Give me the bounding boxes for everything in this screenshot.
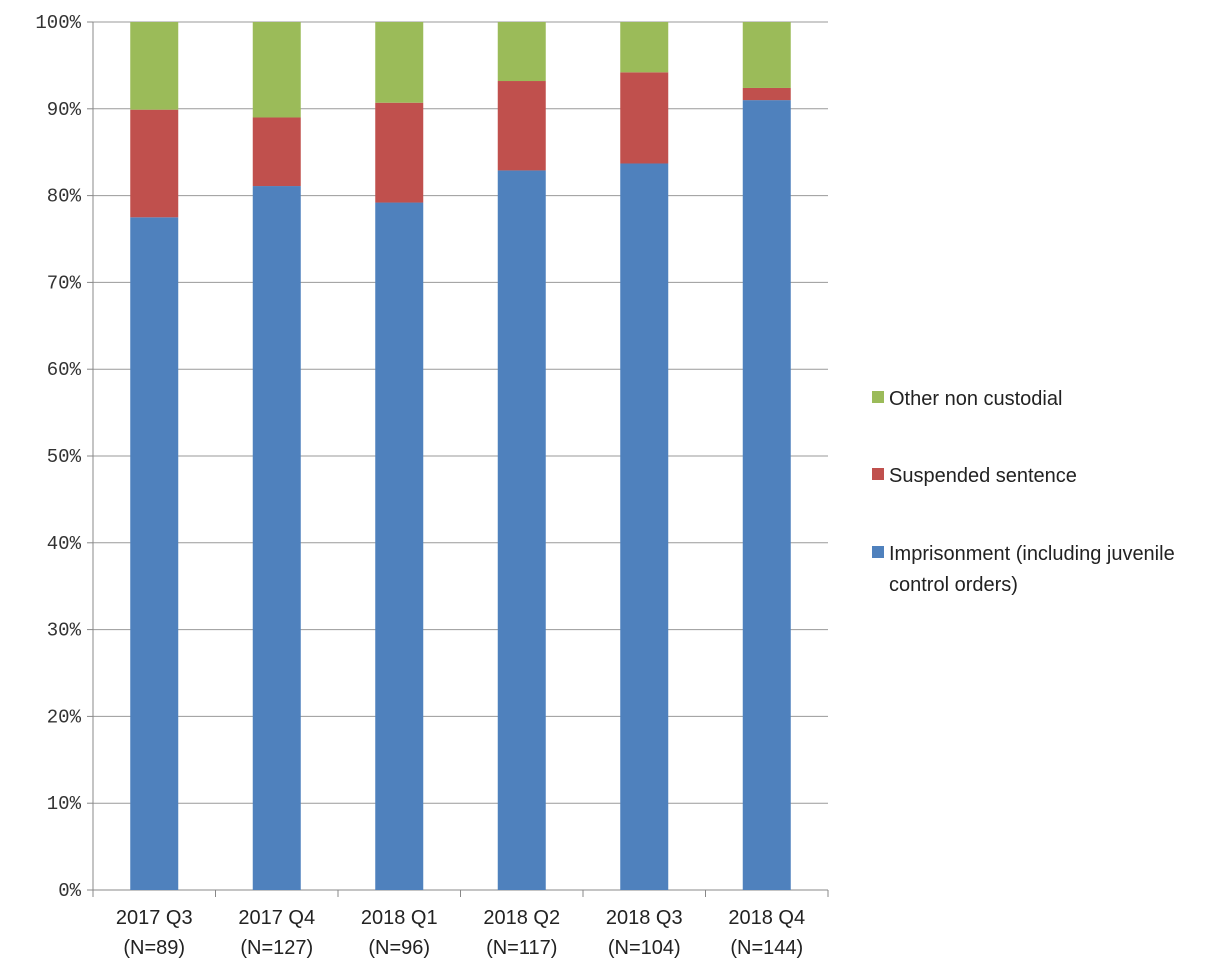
y-tick-label: 70% (47, 272, 82, 294)
x-tick-label: 2017 Q4 (238, 907, 315, 929)
bar-segment (130, 109, 179, 218)
legend-label: Other non custodial (889, 388, 1062, 410)
y-tick-label: 60% (47, 359, 82, 381)
bars (130, 22, 791, 891)
bar-segment (252, 22, 301, 118)
legend-label: control orders) (889, 574, 1018, 596)
bar-segment (742, 87, 791, 101)
bar-segment (252, 117, 301, 187)
x-tick-label: (N=127) (240, 937, 313, 959)
y-tick-label: 30% (47, 620, 82, 642)
legend: Other non custodial Suspended sentence Imp… (872, 388, 1175, 596)
bar-segment (497, 22, 546, 82)
bar-segment (252, 186, 301, 890)
gridlines (93, 21, 828, 804)
legend-swatch (872, 391, 884, 403)
bar-segment (742, 100, 791, 891)
y-tick-label: 90% (47, 99, 82, 121)
bar-segment (742, 22, 791, 88)
bar-segment (620, 163, 669, 890)
x-tick-label: 2018 Q2 (483, 907, 560, 929)
x-tick-label: 2018 Q3 (606, 907, 683, 929)
legend-swatch (872, 468, 884, 480)
legend-label: Imprisonment (including juvenile (889, 543, 1175, 565)
x-tick-label: (N=117) (486, 937, 557, 959)
y-tick-label: 50% (47, 446, 82, 468)
bar-segment (375, 202, 424, 890)
axes (87, 21, 829, 897)
y-axis-tick-labels: 0% 10% 20% 30% 40% 50% 60% 70% 80% 90% 100% (35, 12, 81, 902)
x-tick-label: (N=104) (608, 937, 681, 959)
x-tick-label: 2018 Q4 (728, 907, 805, 929)
legend-label: Suspended sentence (889, 465, 1077, 487)
y-tick-label: 0% (58, 880, 81, 902)
bar-segment (130, 22, 179, 110)
x-tick-label: (N=96) (368, 937, 430, 959)
x-tick-label: (N=144) (730, 937, 803, 959)
x-tick-label: 2018 Q1 (361, 907, 438, 929)
bar-segment (497, 170, 546, 891)
legend-swatch (872, 546, 884, 558)
bar-segment (620, 72, 669, 164)
bar-segment (497, 81, 546, 171)
x-axis-tick-labels: 2017 Q3 (N=89) 2017 Q4 (N=127) 2018 Q1 (N=96)… (116, 907, 805, 959)
bar-segment (130, 217, 179, 891)
bar-segment (620, 22, 669, 73)
y-tick-label: 100% (35, 12, 81, 34)
y-tick-label: 40% (47, 533, 82, 555)
bar-segment (375, 102, 424, 203)
x-tick-label: (N=89) (123, 937, 185, 959)
x-tick-label: 2017 Q3 (116, 907, 193, 929)
y-tick-label: 20% (47, 706, 82, 728)
y-tick-label: 80% (47, 186, 82, 208)
bar-segment (375, 22, 424, 103)
y-tick-label: 10% (47, 793, 82, 815)
